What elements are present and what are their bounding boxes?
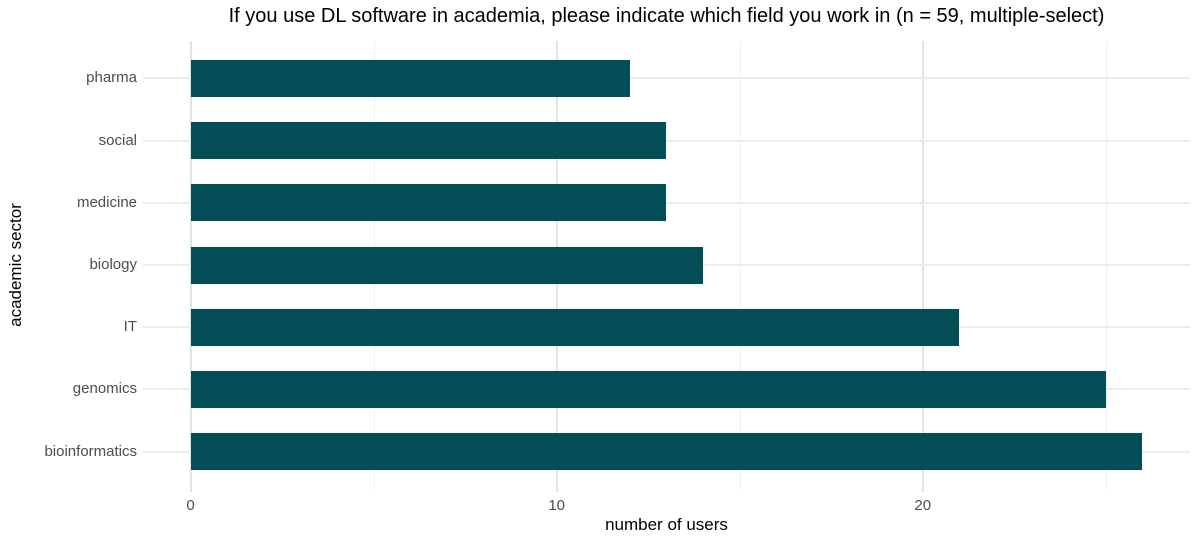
y-tick-label-bioinformatics: bioinformatics [44,442,137,460]
x-tick-mark [921,489,924,492]
y-tick-label-it: IT [123,318,137,336]
y-tick-label-biology: biology [89,256,137,273]
bar-it [190,308,960,346]
category-gridline [143,139,1190,142]
category-gridline [143,77,1190,80]
category-gridline [143,201,1190,204]
chart-title: If you use DL software in academia, plea… [228,5,1105,27]
y-tick-label-medicine: medicine [76,193,137,211]
x-axis-title: number of users [605,515,728,534]
x-tick-mark [555,489,558,492]
x-tick-label-20: 20 [914,497,932,514]
bar-social [190,122,667,160]
x-tick-label-0: 0 [186,497,195,514]
x-tick-mark [189,489,192,492]
y-tick-label-social: social [98,131,137,149]
bar-medicine [190,184,667,222]
bar-bioinformatics [190,433,1143,471]
bar-biology [190,246,704,284]
y-tick-label-genomics: genomics [72,380,137,398]
x-tick-label-10: 10 [548,497,566,514]
bar-genomics [190,370,1106,408]
bar-pharma [190,59,630,97]
y-tick-label-pharma: pharma [86,69,137,87]
